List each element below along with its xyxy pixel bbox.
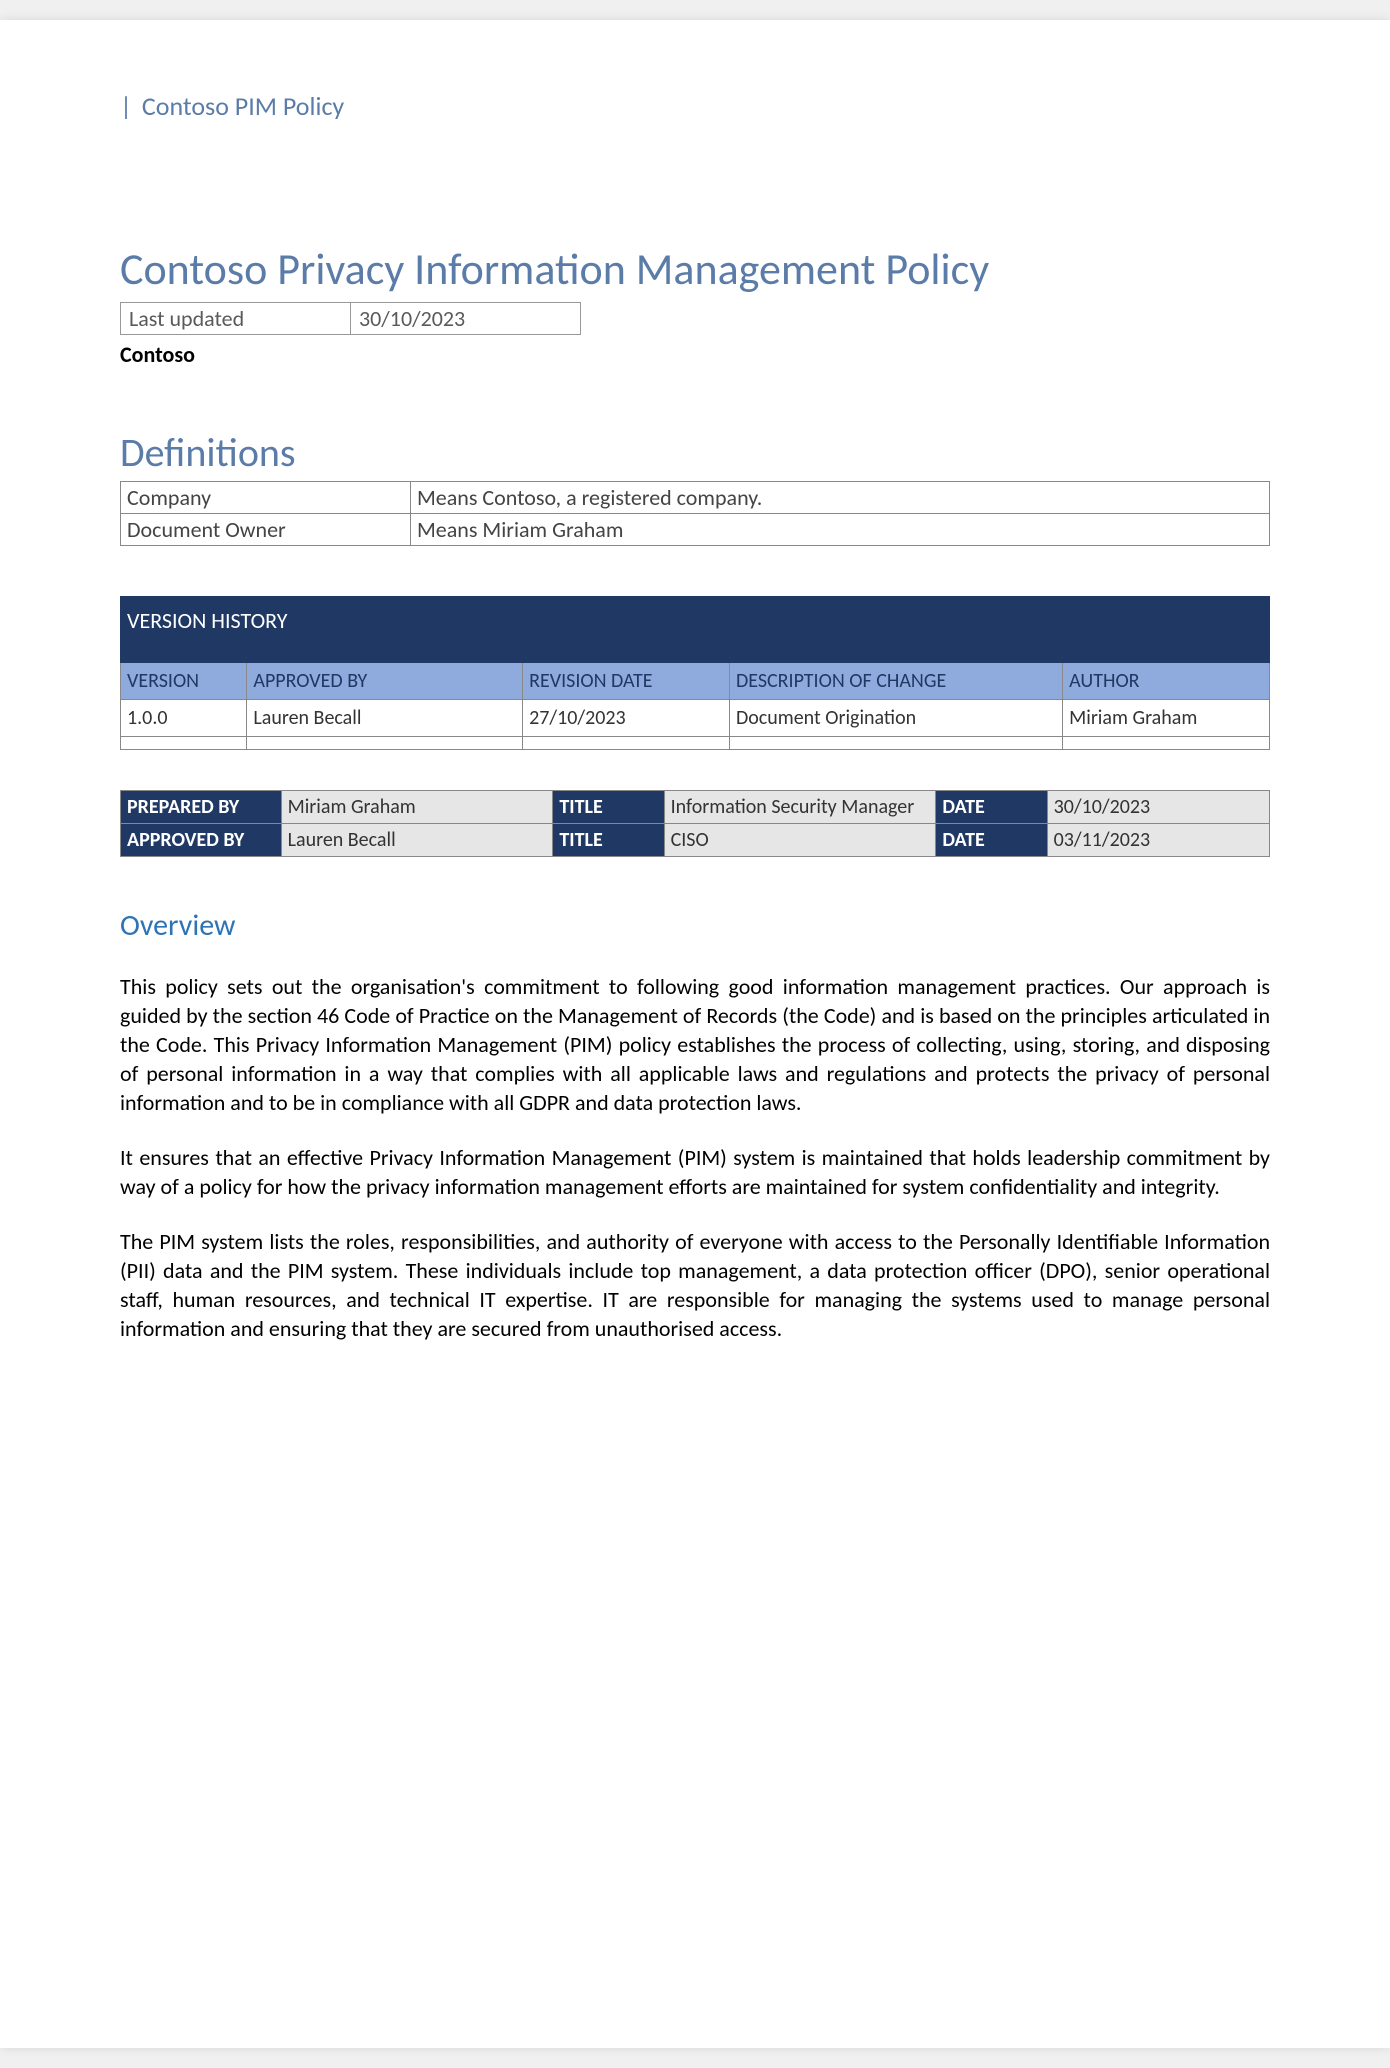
cell-author: Miriam Graham [1063,700,1270,737]
version-row [121,737,1270,750]
definition-meaning: Means Miriam Graham [411,514,1270,546]
overview-paragraph: This policy sets out the organisation's … [120,972,1270,1117]
last-updated-value: 30/10/2023 [351,303,581,335]
definitions-table: Company Means Contoso, a registered comp… [120,481,1270,546]
approved-date-label: DATE [936,824,1047,857]
last-updated-label: Last updated [121,303,351,335]
definition-row: Document Owner Means Miriam Graham [121,514,1270,546]
overview-heading: Overview [120,907,1270,944]
prepared-by-label: PREPARED BY [121,791,282,824]
approved-date-value: 03/11/2023 [1047,824,1269,857]
header-pipe: | [120,90,132,122]
col-header-author: AUTHOR [1063,663,1270,700]
prepared-by-name: Miriam Graham [281,791,553,824]
approved-by-label: APPROVED BY [121,824,282,857]
version-row: 1.0.0 Lauren Becall 27/10/2023 Document … [121,700,1270,737]
cell-version [121,737,247,750]
version-history-header-row: VERSION APPROVED BY REVISION DATE DESCRI… [121,663,1270,700]
document-title: Contoso Privacy Information Management P… [120,242,1270,296]
cell-revdate: 27/10/2023 [523,700,730,737]
col-header-description: DESCRIPTION OF CHANGE [729,663,1062,700]
prepared-title-label: TITLE [553,791,664,824]
version-history-title: VERSION HISTORY [121,597,1270,663]
overview-paragraph: The PIM system lists the roles, responsi… [120,1227,1270,1343]
prepared-date-value: 30/10/2023 [1047,791,1269,824]
col-header-approved: APPROVED BY [247,663,523,700]
overview-paragraph: It ensures that an effective Privacy Inf… [120,1143,1270,1201]
cell-version: 1.0.0 [121,700,247,737]
definition-term: Company [121,482,411,514]
document-page: | Contoso PIM Policy Contoso Privacy Inf… [0,20,1390,2048]
cell-approved [247,737,523,750]
definitions-heading: Definitions [120,428,1270,477]
col-header-version: VERSION [121,663,247,700]
approved-row: APPROVED BY Lauren Becall TITLE CISO DAT… [121,824,1270,857]
approved-title-label: TITLE [553,824,664,857]
meta-table: Last updated 30/10/2023 [120,302,581,335]
cell-description [729,737,1062,750]
cell-description: Document Origination [729,700,1062,737]
approved-by-name: Lauren Becall [281,824,553,857]
definition-term: Document Owner [121,514,411,546]
col-header-revdate: REVISION DATE [523,663,730,700]
definition-row: Company Means Contoso, a registered comp… [121,482,1270,514]
version-history-table: VERSION HISTORY VERSION APPROVED BY REVI… [120,596,1270,750]
cell-approved: Lauren Becall [247,700,523,737]
header-text: Contoso PIM Policy [142,90,344,122]
approval-table: PREPARED BY Miriam Graham TITLE Informat… [120,790,1270,857]
cell-revdate [523,737,730,750]
prepared-title-value: Information Security Manager [664,791,936,824]
cell-author [1063,737,1270,750]
prepared-date-label: DATE [936,791,1047,824]
approved-title-value: CISO [664,824,936,857]
version-history-title-row: VERSION HISTORY [121,597,1270,663]
page-header: | Contoso PIM Policy [120,90,1270,122]
definition-meaning: Means Contoso, a registered company. [411,482,1270,514]
prepared-row: PREPARED BY Miriam Graham TITLE Informat… [121,791,1270,824]
company-name: Contoso [120,341,1270,368]
